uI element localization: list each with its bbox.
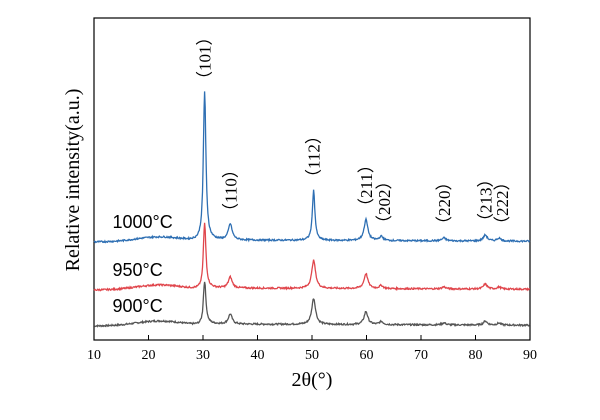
x-tick-label: 60: [360, 348, 374, 363]
peak-annotation: （110）: [221, 161, 240, 220]
x-tick-label: 90: [523, 348, 537, 363]
x-tick-label: 80: [469, 348, 483, 363]
peak-annotation: （222）: [493, 174, 512, 234]
x-tick-label: 10: [87, 348, 101, 363]
x-tick-label: 30: [196, 348, 210, 363]
series-line-2: [93, 91, 531, 244]
series-line-0: [93, 281, 531, 328]
peak-annotation: （213）: [476, 171, 495, 231]
x-tick-label: 50: [305, 348, 319, 363]
x-tick-label: 70: [414, 348, 428, 363]
x-axis-title: 2θ(°): [292, 369, 333, 391]
series-layer: [93, 91, 531, 328]
peak-annotation: （211）: [357, 156, 376, 215]
series-label-0: 900°C: [113, 296, 163, 316]
y-axis-title: Relative intensity(a.u.): [62, 89, 84, 272]
x-axis-ticks: 10 20 30 40 50 60 70 80 90: [87, 335, 537, 363]
peak-annotation: （112）: [305, 127, 324, 186]
series-labels: 900°C 950°C 1000°C: [113, 212, 173, 316]
x-tick-label: 40: [251, 348, 265, 363]
series-label-1: 950°C: [113, 260, 163, 280]
peak-annotation: （101）: [196, 29, 215, 89]
series-line-1: [93, 222, 530, 292]
series-label-2: 1000°C: [113, 212, 173, 232]
x-tick-label: 20: [142, 348, 156, 363]
peak-annotations: （101） （110） （112） （211） （202） （220） （213）（222）: [196, 29, 512, 234]
peak-annotation: （220）: [435, 174, 454, 234]
peak-annotation: （202）: [375, 173, 394, 233]
